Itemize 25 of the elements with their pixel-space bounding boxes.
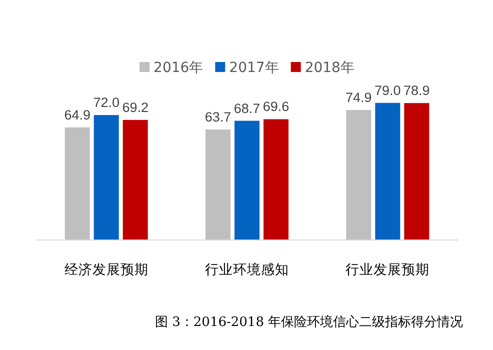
data-label: 69.6 <box>262 99 290 114</box>
bar <box>122 120 148 240</box>
legend-label: 2017年 <box>229 60 279 76</box>
bar <box>375 102 400 240</box>
bar <box>264 119 288 240</box>
bar <box>94 115 119 240</box>
data-label: 69.2 <box>122 100 148 115</box>
legend-label: 2016年 <box>154 60 204 76</box>
x-tick-label: 行业发展预期 <box>346 262 430 278</box>
data-label: 74.9 <box>346 90 372 106</box>
bar <box>64 127 90 240</box>
data-label: 72.0 <box>93 95 120 110</box>
data-label: 79.0 <box>374 82 401 98</box>
bar <box>346 110 372 240</box>
legend-label: 2018年 <box>304 60 354 76</box>
caption: 图 3：2016-2018 年保险环境信心二级指标得分情况 <box>155 314 464 330</box>
x-tick-label: 经济发展预期 <box>64 262 148 278</box>
x-tick-label: 行业环境感知 <box>205 262 289 278</box>
data-label: 63.7 <box>204 109 232 124</box>
bar <box>206 129 230 240</box>
bar <box>234 120 260 240</box>
data-label: 64.9 <box>64 107 90 122</box>
data-label: 68.7 <box>234 100 260 116</box>
data-label: 78.9 <box>404 83 430 98</box>
bar <box>404 103 430 240</box>
